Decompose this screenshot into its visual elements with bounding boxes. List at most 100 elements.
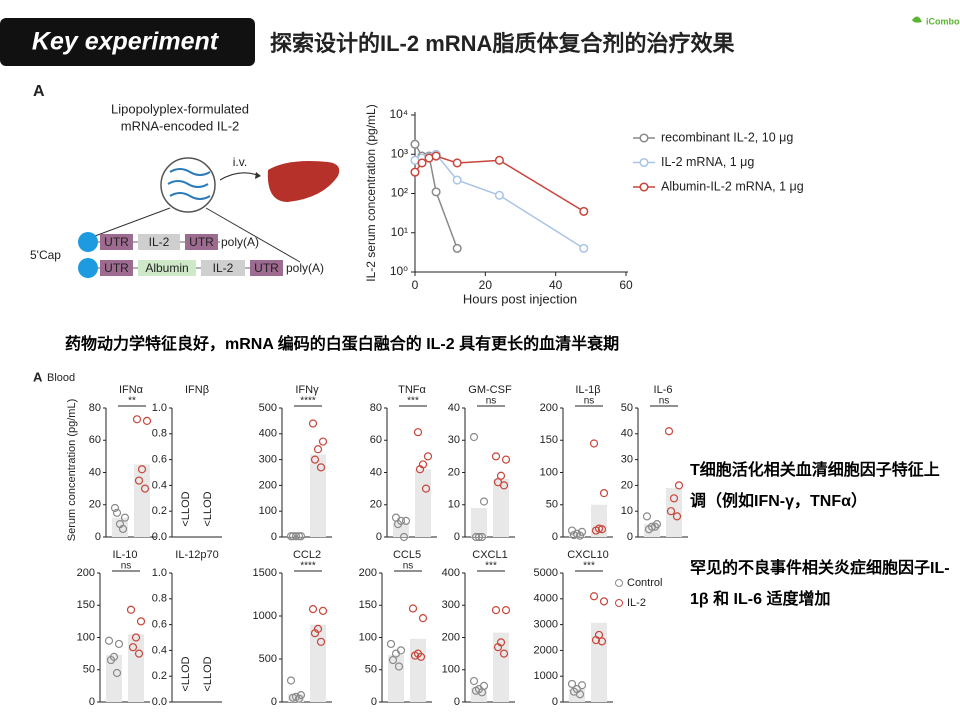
y-tick-label: 2000 bbox=[534, 644, 558, 656]
y-tick-label: 100 bbox=[359, 631, 377, 643]
data-point bbox=[597, 637, 607, 646]
mean-bar bbox=[415, 469, 431, 537]
arrow-head bbox=[255, 172, 261, 179]
data-point bbox=[408, 604, 418, 613]
y-tick-label: 0 bbox=[95, 531, 101, 543]
data-point bbox=[567, 526, 577, 535]
data-point bbox=[110, 503, 120, 513]
y-tick-label: 0.4 bbox=[152, 479, 167, 491]
mean-bar bbox=[128, 634, 144, 702]
y-tick-label: 60 bbox=[89, 434, 101, 446]
chart-title: CXCL1 bbox=[472, 549, 507, 561]
y-tick-label: 0.6 bbox=[152, 454, 167, 466]
data-point bbox=[479, 497, 489, 506]
data-point bbox=[318, 437, 328, 446]
y-tick-label: 80 bbox=[89, 402, 101, 414]
y-tick-label: 100 bbox=[77, 631, 95, 643]
y-tick-label: 0.6 bbox=[152, 619, 167, 631]
data-point bbox=[112, 668, 122, 678]
chart-title: IFNγ bbox=[295, 384, 319, 396]
x-tick-label: 20 bbox=[479, 278, 493, 292]
data-point bbox=[469, 432, 479, 442]
mean-bar bbox=[388, 654, 404, 702]
data-point bbox=[674, 481, 684, 490]
data-point bbox=[415, 465, 425, 474]
y-tick-label: 200 bbox=[259, 479, 277, 491]
construct-label: IL-2 bbox=[213, 261, 234, 275]
sig-label: ns bbox=[486, 396, 497, 407]
data-point bbox=[291, 532, 301, 541]
chart-title: CCL2 bbox=[293, 549, 321, 561]
legend-marker bbox=[615, 599, 623, 607]
construct-label: IL-2 bbox=[149, 235, 170, 249]
y-axis-label: IL-2 serum concentration (pg/mL) bbox=[364, 104, 378, 281]
y-tick-label: 60 bbox=[370, 434, 382, 446]
legend-marker bbox=[639, 157, 649, 168]
data-point bbox=[452, 175, 462, 185]
sig-label: **** bbox=[300, 396, 316, 407]
diagram-title: Lipopolyplex-formulated bbox=[111, 101, 249, 116]
data-point bbox=[388, 655, 398, 665]
data-point bbox=[491, 605, 501, 615]
data-point bbox=[494, 155, 504, 165]
y-tick-label: 0 bbox=[271, 696, 277, 708]
data-point bbox=[128, 643, 138, 652]
data-point bbox=[650, 522, 660, 531]
y-tick-label: 0 bbox=[552, 696, 558, 708]
sig-label: ns bbox=[584, 396, 595, 407]
y-tick-label: 30 bbox=[448, 434, 460, 446]
data-point bbox=[597, 525, 607, 534]
y-tick-label: 10³ bbox=[391, 146, 408, 160]
data-point bbox=[410, 651, 420, 660]
construct-label: poly(A) bbox=[286, 261, 324, 275]
data-point bbox=[577, 527, 587, 536]
data-point bbox=[313, 445, 323, 454]
data-point bbox=[104, 636, 114, 645]
note: 罕见的不良事件相关炎症细胞因子IL-1β 和 IL-6 适度增加 bbox=[690, 560, 950, 608]
sig-label: *** bbox=[485, 561, 497, 572]
data-point bbox=[501, 455, 511, 464]
x-tick-label: 60 bbox=[619, 278, 633, 292]
data-point bbox=[136, 617, 146, 626]
y-tick-label: 100 bbox=[540, 466, 558, 478]
y-tick-label: 300 bbox=[259, 454, 277, 466]
y-tick-label: 150 bbox=[540, 434, 558, 446]
y-tick-label: 1000 bbox=[253, 610, 277, 622]
y-tick-label: 0.4 bbox=[152, 644, 167, 656]
mean-bar bbox=[310, 624, 326, 702]
y-tick-label: 40 bbox=[448, 402, 460, 414]
chart-title: IL-1β bbox=[575, 384, 600, 396]
llod-label: <LLOD bbox=[202, 491, 214, 526]
data-point bbox=[417, 158, 427, 168]
cap-label: 5'Cap bbox=[30, 248, 61, 262]
x-tick-label: 0 bbox=[412, 278, 419, 292]
y-tick-label: 20 bbox=[621, 479, 633, 491]
data-point bbox=[474, 532, 484, 542]
y-tick-label: 20 bbox=[89, 499, 101, 511]
y-tick-label: 40 bbox=[89, 466, 101, 478]
x-axis-label: Hours post injection bbox=[463, 291, 577, 306]
badge-bg bbox=[0, 18, 255, 66]
mean-bar bbox=[591, 622, 607, 702]
construct-segment bbox=[100, 234, 133, 250]
construct-segment bbox=[138, 260, 196, 276]
data-point bbox=[664, 427, 674, 436]
panel-label: A bbox=[33, 369, 43, 384]
logo-leaf bbox=[912, 16, 922, 23]
data-point bbox=[118, 524, 128, 534]
y-tick-label: 0.0 bbox=[152, 531, 167, 543]
data-point bbox=[140, 484, 150, 493]
data-point bbox=[452, 243, 462, 253]
data-point bbox=[134, 476, 144, 485]
y-tick-label: 0 bbox=[271, 531, 277, 543]
y-tick-label: 0 bbox=[454, 531, 460, 543]
mean-bar bbox=[471, 507, 487, 537]
data-point bbox=[310, 629, 320, 638]
data-point bbox=[431, 187, 441, 197]
y-tick-label: 10¹ bbox=[391, 225, 408, 239]
data-point bbox=[499, 649, 509, 658]
construct-segment bbox=[201, 260, 245, 276]
data-point bbox=[599, 597, 609, 606]
data-point bbox=[569, 530, 579, 540]
sig-label: *** bbox=[583, 561, 595, 572]
